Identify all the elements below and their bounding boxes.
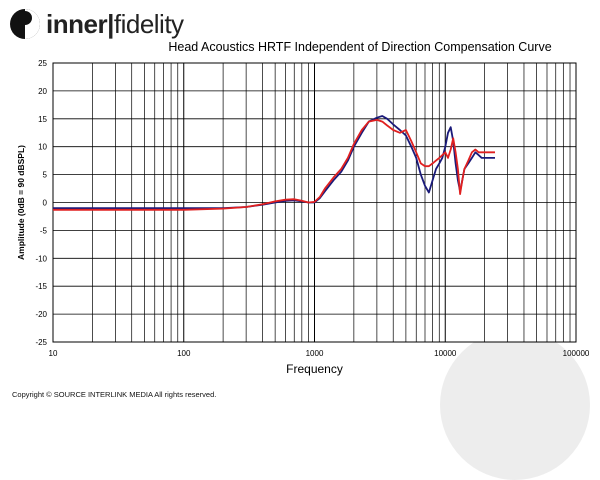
x-tick-label: 100000: [563, 349, 590, 358]
y-tick-label: 10: [38, 143, 47, 152]
y-tick-label: -5: [40, 226, 48, 235]
y-tick-label: -25: [35, 338, 47, 347]
logo-text: inner|fidelity: [46, 9, 184, 40]
y-tick-label: 15: [38, 115, 47, 124]
x-tick-label: 1000: [306, 349, 324, 358]
x-tick-label: 100: [177, 349, 191, 358]
logo-text-bold: inner: [46, 8, 108, 39]
x-axis-label: Frequency: [286, 362, 343, 376]
site-logo: inner|fidelity: [10, 6, 184, 42]
series-line-2: [53, 119, 495, 211]
x-tick-label: 10: [49, 349, 58, 358]
x-tick-label: 10000: [434, 349, 457, 358]
copyright-notice: Copyright © SOURCE INTERLINK MEDIA All r…: [12, 390, 217, 399]
logo-text-separator: |: [107, 8, 114, 39]
y-tick-label: 5: [43, 171, 48, 180]
y-tick-label: 20: [38, 87, 47, 96]
y-tick-label: 0: [43, 199, 48, 208]
y-tick-label: 25: [38, 59, 47, 68]
y-tick-label: -10: [35, 254, 47, 263]
y-tick-label: -15: [35, 282, 47, 291]
logo-text-thin: fidelity: [113, 8, 184, 39]
chart-title: Head Acoustics HRTF Independent of Direc…: [168, 40, 552, 54]
yin-yang-icon: [10, 9, 40, 39]
y-tick-label: -20: [35, 310, 47, 319]
y-axis-label: Amplitude (0dB = 90 dBSPL): [16, 145, 26, 260]
